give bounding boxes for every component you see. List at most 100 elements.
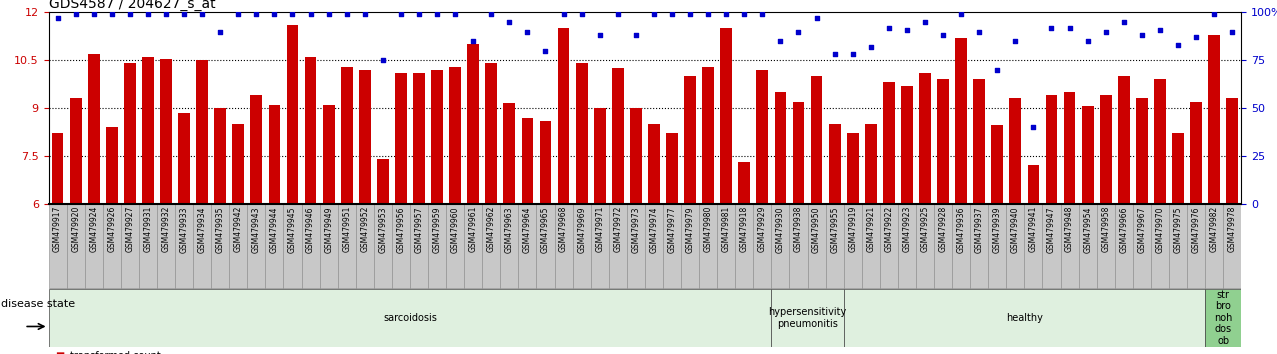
Text: GSM479961: GSM479961 bbox=[469, 206, 478, 252]
Bar bbox=[1226, 98, 1239, 204]
Text: GSM479976: GSM479976 bbox=[1191, 206, 1200, 253]
Point bbox=[951, 11, 972, 17]
Bar bbox=[756, 70, 769, 204]
Point bbox=[1114, 19, 1134, 25]
Bar bbox=[663, 204, 681, 288]
Bar bbox=[738, 162, 750, 204]
Point bbox=[1204, 11, 1225, 17]
Point bbox=[861, 44, 881, 50]
Point bbox=[644, 11, 664, 17]
Text: GSM479938: GSM479938 bbox=[794, 206, 803, 252]
Text: GSM479935: GSM479935 bbox=[216, 206, 225, 253]
Bar bbox=[789, 204, 807, 288]
Bar bbox=[847, 133, 858, 204]
Bar bbox=[395, 73, 407, 204]
Bar bbox=[736, 204, 753, 288]
Text: GSM479917: GSM479917 bbox=[54, 206, 63, 252]
Bar bbox=[753, 204, 771, 288]
Text: GSM479957: GSM479957 bbox=[415, 206, 424, 253]
Bar bbox=[286, 25, 299, 204]
Bar bbox=[197, 60, 208, 204]
Text: GSM479963: GSM479963 bbox=[504, 206, 513, 253]
Point bbox=[47, 15, 68, 21]
Bar bbox=[266, 204, 283, 288]
Text: GSM479949: GSM479949 bbox=[324, 206, 333, 253]
Bar bbox=[359, 70, 370, 204]
Bar bbox=[1115, 204, 1133, 288]
Bar bbox=[305, 57, 317, 204]
Point bbox=[102, 11, 123, 17]
Text: GSM479967: GSM479967 bbox=[1138, 206, 1147, 253]
Bar bbox=[157, 204, 175, 288]
Bar bbox=[865, 124, 876, 204]
Point bbox=[716, 11, 737, 17]
Bar bbox=[446, 204, 464, 288]
Point bbox=[879, 25, 899, 30]
Bar bbox=[410, 204, 428, 288]
Text: GSM479932: GSM479932 bbox=[161, 206, 171, 252]
Point bbox=[499, 19, 520, 25]
Bar bbox=[594, 108, 605, 204]
Text: GSM479945: GSM479945 bbox=[289, 206, 298, 253]
Point bbox=[138, 11, 158, 17]
Bar bbox=[937, 79, 949, 204]
Point bbox=[1060, 25, 1080, 30]
Text: GSM479981: GSM479981 bbox=[722, 206, 730, 252]
Point bbox=[1186, 34, 1207, 40]
Bar bbox=[139, 204, 157, 288]
Bar bbox=[70, 98, 82, 204]
Point bbox=[969, 29, 990, 34]
Bar bbox=[341, 67, 352, 204]
Text: GSM479954: GSM479954 bbox=[1083, 206, 1092, 253]
Point bbox=[699, 11, 719, 17]
Text: GSM479980: GSM479980 bbox=[704, 206, 713, 252]
Point bbox=[535, 48, 555, 53]
Bar bbox=[51, 133, 64, 204]
Text: healthy: healthy bbox=[1006, 313, 1043, 323]
Point bbox=[1149, 27, 1170, 33]
Bar bbox=[49, 204, 66, 288]
Bar bbox=[1223, 204, 1241, 288]
Bar bbox=[464, 204, 483, 288]
Bar bbox=[988, 204, 1006, 288]
Bar bbox=[807, 204, 826, 288]
Bar bbox=[1133, 204, 1151, 288]
Bar bbox=[248, 204, 266, 288]
Bar bbox=[699, 204, 718, 288]
Point bbox=[427, 11, 447, 17]
Bar bbox=[160, 58, 172, 204]
Bar bbox=[844, 289, 1205, 347]
Bar bbox=[503, 103, 515, 204]
Point bbox=[300, 11, 321, 17]
Bar bbox=[1082, 106, 1093, 204]
Text: GSM479941: GSM479941 bbox=[1029, 206, 1038, 252]
Bar bbox=[844, 204, 862, 288]
Text: str
bro
noh
dos
ob: str bro noh dos ob bbox=[1214, 290, 1232, 346]
Bar bbox=[1208, 35, 1220, 204]
Point bbox=[65, 11, 86, 17]
Bar bbox=[193, 204, 211, 288]
Bar bbox=[898, 204, 916, 288]
Text: sarcoidosis: sarcoidosis bbox=[383, 313, 437, 323]
Text: GSM479974: GSM479974 bbox=[650, 206, 659, 253]
Bar bbox=[811, 76, 822, 204]
Bar bbox=[1060, 204, 1079, 288]
Text: GSM479953: GSM479953 bbox=[378, 206, 387, 253]
Text: GSM479936: GSM479936 bbox=[956, 206, 965, 253]
Point bbox=[318, 11, 338, 17]
Text: GSM479956: GSM479956 bbox=[396, 206, 405, 253]
Text: GSM479982: GSM479982 bbox=[1209, 206, 1218, 252]
Text: GSM479979: GSM479979 bbox=[686, 206, 695, 253]
Bar bbox=[720, 28, 732, 204]
Text: GSM479972: GSM479972 bbox=[613, 206, 622, 252]
Bar bbox=[973, 79, 985, 204]
Bar bbox=[179, 113, 190, 204]
Bar bbox=[612, 68, 623, 204]
Bar bbox=[521, 118, 534, 204]
Point bbox=[571, 11, 591, 17]
Text: GSM479928: GSM479928 bbox=[939, 206, 948, 252]
Bar bbox=[1097, 204, 1115, 288]
Point bbox=[1131, 33, 1152, 38]
Bar bbox=[66, 204, 84, 288]
Text: GSM479968: GSM479968 bbox=[559, 206, 568, 252]
